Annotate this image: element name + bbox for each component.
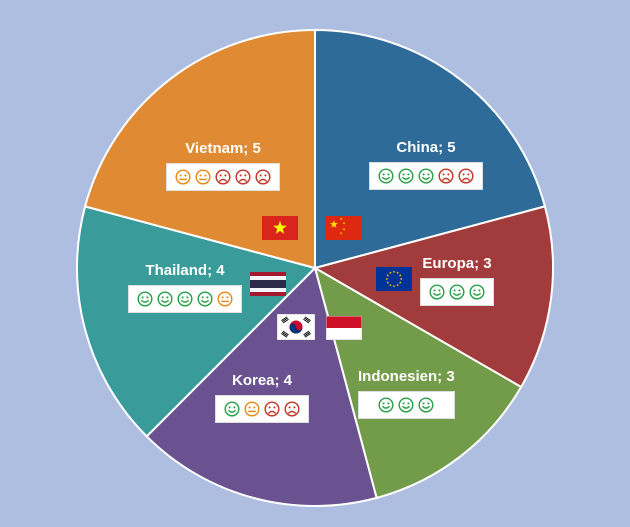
smile-face-icon [197, 291, 213, 307]
slice-title-vietnam: Vietnam; 5 [166, 140, 280, 157]
smile-face-icon [378, 397, 394, 413]
smile-face-icon [378, 168, 394, 184]
emoji-row-indonesien [358, 391, 455, 419]
neutral-face-icon [195, 169, 211, 185]
flag-wrap-thailand [250, 272, 286, 301]
emoji-row-korea [215, 395, 309, 423]
flag-china-icon [326, 216, 362, 240]
smile-face-icon [469, 284, 485, 300]
emoji-row-europa [420, 278, 494, 306]
smile-face-icon [398, 397, 414, 413]
flag-indonesia-icon [326, 316, 362, 340]
emoji-row-vietnam [166, 163, 280, 191]
smile-face-icon [449, 284, 465, 300]
frown-face-icon [458, 168, 474, 184]
slice-title-indonesien: Indonesien; 3 [358, 368, 455, 385]
frown-face-icon [215, 169, 231, 185]
slice-label-thailand: Thailand; 4 [128, 262, 242, 313]
slice-title-europa: Europa; 3 [420, 255, 494, 272]
flag-eu-icon [376, 267, 412, 291]
flag-vietnam-icon [262, 216, 298, 240]
slice-label-indonesien: Indonesien; 3 [358, 368, 455, 419]
smile-face-icon [418, 168, 434, 184]
smile-face-icon [137, 291, 153, 307]
smile-face-icon [177, 291, 193, 307]
emoji-row-china [369, 162, 483, 190]
flag-wrap-vietnam [262, 216, 298, 245]
frown-face-icon [284, 401, 300, 417]
slice-title-thailand: Thailand; 4 [128, 262, 242, 279]
slice-label-korea: Korea; 4 [215, 372, 309, 423]
flag-wrap-china [326, 216, 362, 245]
neutral-face-icon [217, 291, 233, 307]
frown-face-icon [438, 168, 454, 184]
smile-face-icon [418, 397, 434, 413]
flag-wrap-indonesien [326, 316, 362, 345]
emoji-row-thailand [128, 285, 242, 313]
smile-face-icon [398, 168, 414, 184]
neutral-face-icon [175, 169, 191, 185]
slice-title-china: China; 5 [369, 139, 483, 156]
chart-stage: China; 5 Europa; 3 Indonesien; 3 Korea; 4 Th… [0, 0, 630, 527]
neutral-face-icon [244, 401, 260, 417]
frown-face-icon [255, 169, 271, 185]
flag-wrap-europa [376, 267, 412, 296]
flag-wrap-korea [277, 314, 315, 345]
slice-label-vietnam: Vietnam; 5 [166, 140, 280, 191]
slice-label-europa: Europa; 3 [420, 255, 494, 306]
smile-face-icon [224, 401, 240, 417]
slice-label-china: China; 5 [369, 139, 483, 190]
frown-face-icon [264, 401, 280, 417]
smile-face-icon [429, 284, 445, 300]
smile-face-icon [157, 291, 173, 307]
slice-title-korea: Korea; 4 [215, 372, 309, 389]
frown-face-icon [235, 169, 251, 185]
pie-chart-svg [0, 0, 630, 527]
flag-korea-icon [277, 314, 315, 340]
flag-thailand-icon [250, 272, 286, 296]
